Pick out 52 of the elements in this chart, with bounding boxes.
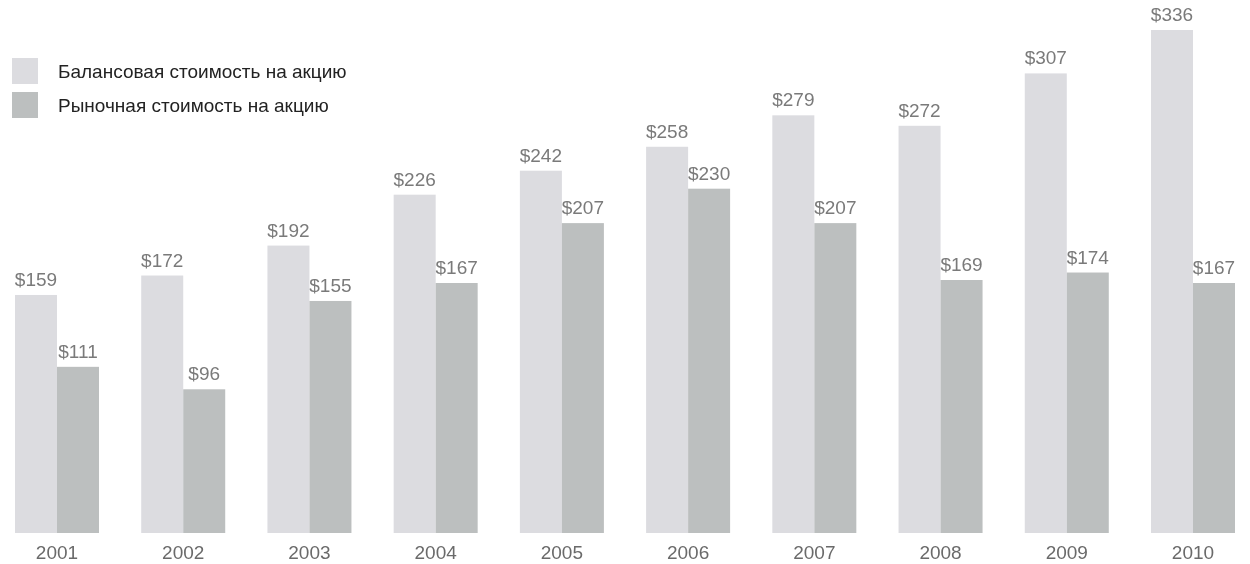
bar (814, 223, 857, 533)
x-tick-label: 2009 (1045, 542, 1088, 563)
data-label: $96 (188, 363, 221, 385)
data-label: $174 (1066, 246, 1110, 268)
bar (646, 146, 689, 533)
bar (309, 300, 352, 533)
x-tick-label: 2008 (919, 542, 962, 563)
x-tick-label: 2005 (540, 542, 584, 563)
bar (1066, 272, 1109, 533)
data-label: $111 (58, 340, 98, 362)
data-label: $272 (898, 99, 941, 121)
x-tick-label: 2001 (35, 542, 79, 563)
legend-label: Балансовая стоимость на акцию (58, 61, 347, 82)
data-label: $307 (1024, 47, 1067, 69)
data-label: $336 (1150, 4, 1194, 25)
x-tick-label: 2006 (666, 542, 710, 563)
bar (940, 280, 983, 533)
data-label: $230 (687, 162, 731, 184)
bar (183, 389, 226, 533)
bar (519, 170, 562, 533)
data-label: $159 (14, 268, 58, 290)
data-label: $279 (772, 89, 815, 111)
data-label: $155 (309, 274, 352, 296)
x-tick-label: 2003 (288, 542, 331, 563)
data-label: $258 (645, 120, 689, 142)
bar (772, 115, 815, 533)
bar (898, 125, 941, 533)
x-tick-label: 2002 (162, 542, 205, 563)
bar (435, 283, 478, 533)
data-label: $167 (1192, 257, 1236, 278)
bar (1024, 73, 1067, 533)
bar (1151, 30, 1193, 533)
bar (141, 275, 184, 533)
bar (57, 366, 99, 533)
bar (393, 194, 436, 533)
bar (1193, 283, 1235, 533)
data-label: $172 (141, 249, 184, 271)
data-label: $192 (267, 219, 310, 241)
x-tick-label: 2007 (793, 542, 836, 563)
bar (561, 223, 604, 533)
data-label: $207 (561, 197, 605, 219)
bar (688, 188, 731, 533)
data-label: $207 (814, 197, 857, 219)
x-tick-label: 2010 (1171, 542, 1215, 563)
data-label: $167 (435, 257, 478, 278)
data-label: $226 (393, 168, 436, 190)
bar (267, 245, 310, 533)
data-label: $169 (940, 254, 983, 275)
bar (15, 294, 57, 533)
x-tick-label: 2004 (414, 542, 458, 563)
data-label: $242 (519, 144, 563, 166)
legend-label: Рыночная стоимость на акцию (58, 95, 329, 116)
